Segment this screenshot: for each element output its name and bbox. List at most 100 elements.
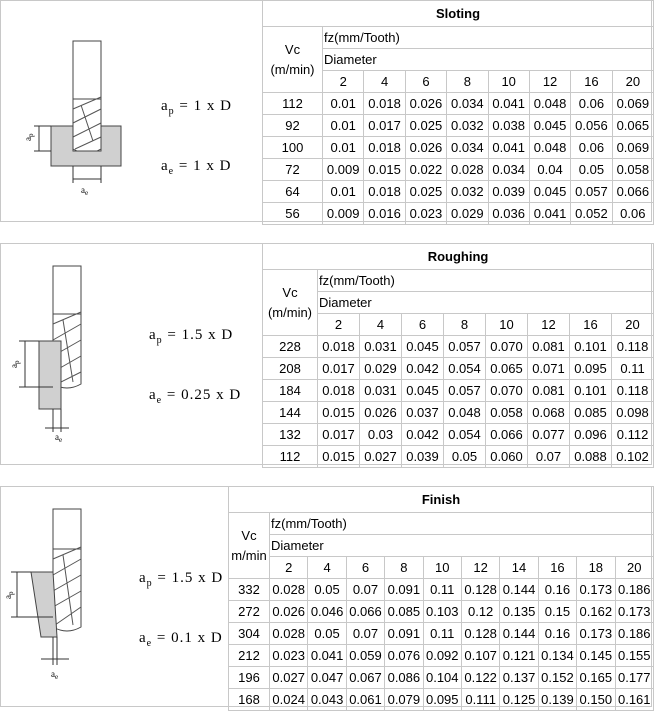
header-row: Diameter: [229, 534, 654, 557]
fz-value: 0.121: [499, 644, 539, 667]
data-table: Sloting Vc (m/min) fz(mm/Tooth) Diameter 2 4 6 8…: [261, 0, 654, 225]
fz-value: 0.173: [576, 578, 616, 601]
fz-value: 0.016: [363, 202, 406, 225]
formula: ap = 1.5 x D ae = 0.1 x D: [139, 533, 223, 689]
fz-value: 0.104: [422, 666, 462, 689]
diameter: 16: [569, 313, 612, 336]
diameter: 4: [359, 313, 402, 336]
fz-value: 0.047: [307, 666, 347, 689]
diameter: 4: [363, 70, 406, 93]
vc-header: Vc: [284, 41, 301, 57]
diameter: 8: [446, 70, 489, 93]
diameter-row: 2 4 6 8 10 12 14 16 18 20: [229, 556, 654, 579]
vc-value: 168: [228, 688, 270, 711]
ap-label: ap: [23, 133, 35, 141]
vc-value: 228: [262, 335, 318, 358]
fz-value: 0.031: [359, 335, 402, 358]
fz-value: 0.165: [576, 666, 616, 689]
diameter-header: Diameter: [316, 291, 654, 314]
fz-value: 0.173: [614, 600, 654, 623]
ap-label: ap: [3, 591, 15, 599]
fz-value: 0.017: [363, 114, 406, 137]
fz-value: 0.11: [610, 357, 654, 380]
fz-value: 0.018: [317, 379, 360, 402]
fz-value: 0.057: [443, 379, 486, 402]
fz-value: 0.01: [321, 136, 365, 159]
diameter-row: 2 4 6 8 10 12 16 20: [263, 70, 654, 93]
fz-value: 0.16: [537, 578, 578, 601]
fz-value: 0.048: [528, 92, 572, 115]
fz-value: 0.025: [404, 180, 448, 203]
fz-value: 0.039: [487, 180, 530, 203]
title-row: Sloting: [261, 0, 654, 27]
fz-value: 0.05: [307, 578, 347, 601]
fz-value: 0.177: [614, 666, 654, 689]
ap-formula: ap = 1.5 x D: [139, 570, 224, 589]
fz-value: 0.061: [345, 688, 386, 711]
fz-value: 0.070: [485, 335, 528, 358]
fz-value: 0.102: [610, 445, 654, 468]
fz-value: 0.017: [317, 357, 360, 380]
fz-value: 0.039: [401, 445, 444, 468]
data-table: Roughing Vc (m/min) fz(mm/Tooth) Diameter 2 4 6…: [261, 243, 654, 468]
formula: ap = 1 x D ae = 1 x D: [161, 61, 232, 217]
fz-value: 0.069: [611, 92, 654, 115]
fz-value: 0.018: [363, 92, 406, 115]
fz-value: 0.015: [317, 445, 360, 468]
vc-header-cell: Vc (m/min): [262, 269, 318, 336]
data-row: 228 0.018 0.031 0.045 0.057 0.070 0.081 0.101 0.…: [262, 335, 654, 358]
data-row: 56 0.009 0.016 0.023 0.029 0.036 0.041 0.052 0.0…: [262, 202, 654, 225]
diameter: 20: [610, 313, 654, 336]
fz-value: 0.07: [527, 445, 570, 468]
fz-value: 0.135: [499, 600, 539, 623]
fz-value: 0.137: [499, 666, 539, 689]
fz-value: 0.161: [614, 688, 654, 711]
fz-value: 0.048: [528, 136, 572, 159]
fz-value: 0.018: [317, 335, 360, 358]
fz-value: 0.144: [499, 578, 539, 601]
fz-value: 0.066: [485, 423, 528, 446]
table-title: Finish: [228, 486, 654, 513]
fz-value: 0.04: [528, 158, 572, 181]
fz-value: 0.096: [569, 423, 612, 446]
sloting-section: ap ae ap = 1 x D ae = 1 x D Sloting Vc (m/…: [0, 0, 654, 225]
fz-value: 0.01: [321, 180, 365, 203]
fz-value: 0.034: [446, 136, 489, 159]
fz-value: 0.065: [611, 114, 654, 137]
data-row: 332 0.028 0.05 0.07 0.091 0.11 0.128 0.144 0.16 0…: [228, 578, 654, 601]
fz-value: 0.023: [404, 202, 448, 225]
ae-formula: ae = 1 x D: [161, 158, 232, 177]
vc-value: 56: [262, 202, 323, 225]
fz-value: 0.085: [569, 401, 612, 424]
fz-value: 0.027: [268, 666, 309, 689]
diameter: 2: [317, 313, 360, 336]
fz-value: 0.017: [317, 423, 360, 446]
vc-unit: m/min: [231, 547, 267, 563]
ap-formula: ap = 1 x D: [161, 98, 232, 117]
ae-label: ae: [55, 432, 62, 444]
sloting-diagram: ap ae: [23, 40, 122, 197]
diameter: 20: [614, 556, 654, 579]
fz-value: 0.088: [569, 445, 612, 468]
fz-value: 0.045: [401, 379, 444, 402]
fz-value: 0.076: [384, 644, 424, 667]
ae-label: ae: [81, 185, 88, 197]
fz-value: 0.028: [446, 158, 489, 181]
fz-value: 0.134: [537, 644, 578, 667]
diameter: 16: [537, 556, 578, 579]
fz-value: 0.098: [610, 401, 654, 424]
fz-value: 0.037: [401, 401, 444, 424]
diameter: 10: [422, 556, 462, 579]
fz-value: 0.018: [363, 136, 406, 159]
fz-value: 0.043: [307, 688, 347, 711]
data-row: 92 0.01 0.017 0.025 0.032 0.038 0.045 0.056 0.06…: [262, 114, 654, 137]
fz-value: 0.081: [527, 379, 570, 402]
data-row: 196 0.027 0.047 0.067 0.086 0.104 0.122 0.137 0.…: [228, 666, 654, 689]
fz-value: 0.01: [321, 92, 365, 115]
fz-value: 0.042: [401, 423, 444, 446]
vc-unit: (m/min): [267, 304, 313, 320]
data-table: Finish Vc m/min fz(mm/Tooth) Diameter 2 4 6 8 10 1…: [228, 486, 654, 711]
fz-value: 0.111: [460, 688, 501, 711]
vc-value: 184: [262, 379, 318, 402]
fz-value: 0.009: [321, 202, 365, 225]
